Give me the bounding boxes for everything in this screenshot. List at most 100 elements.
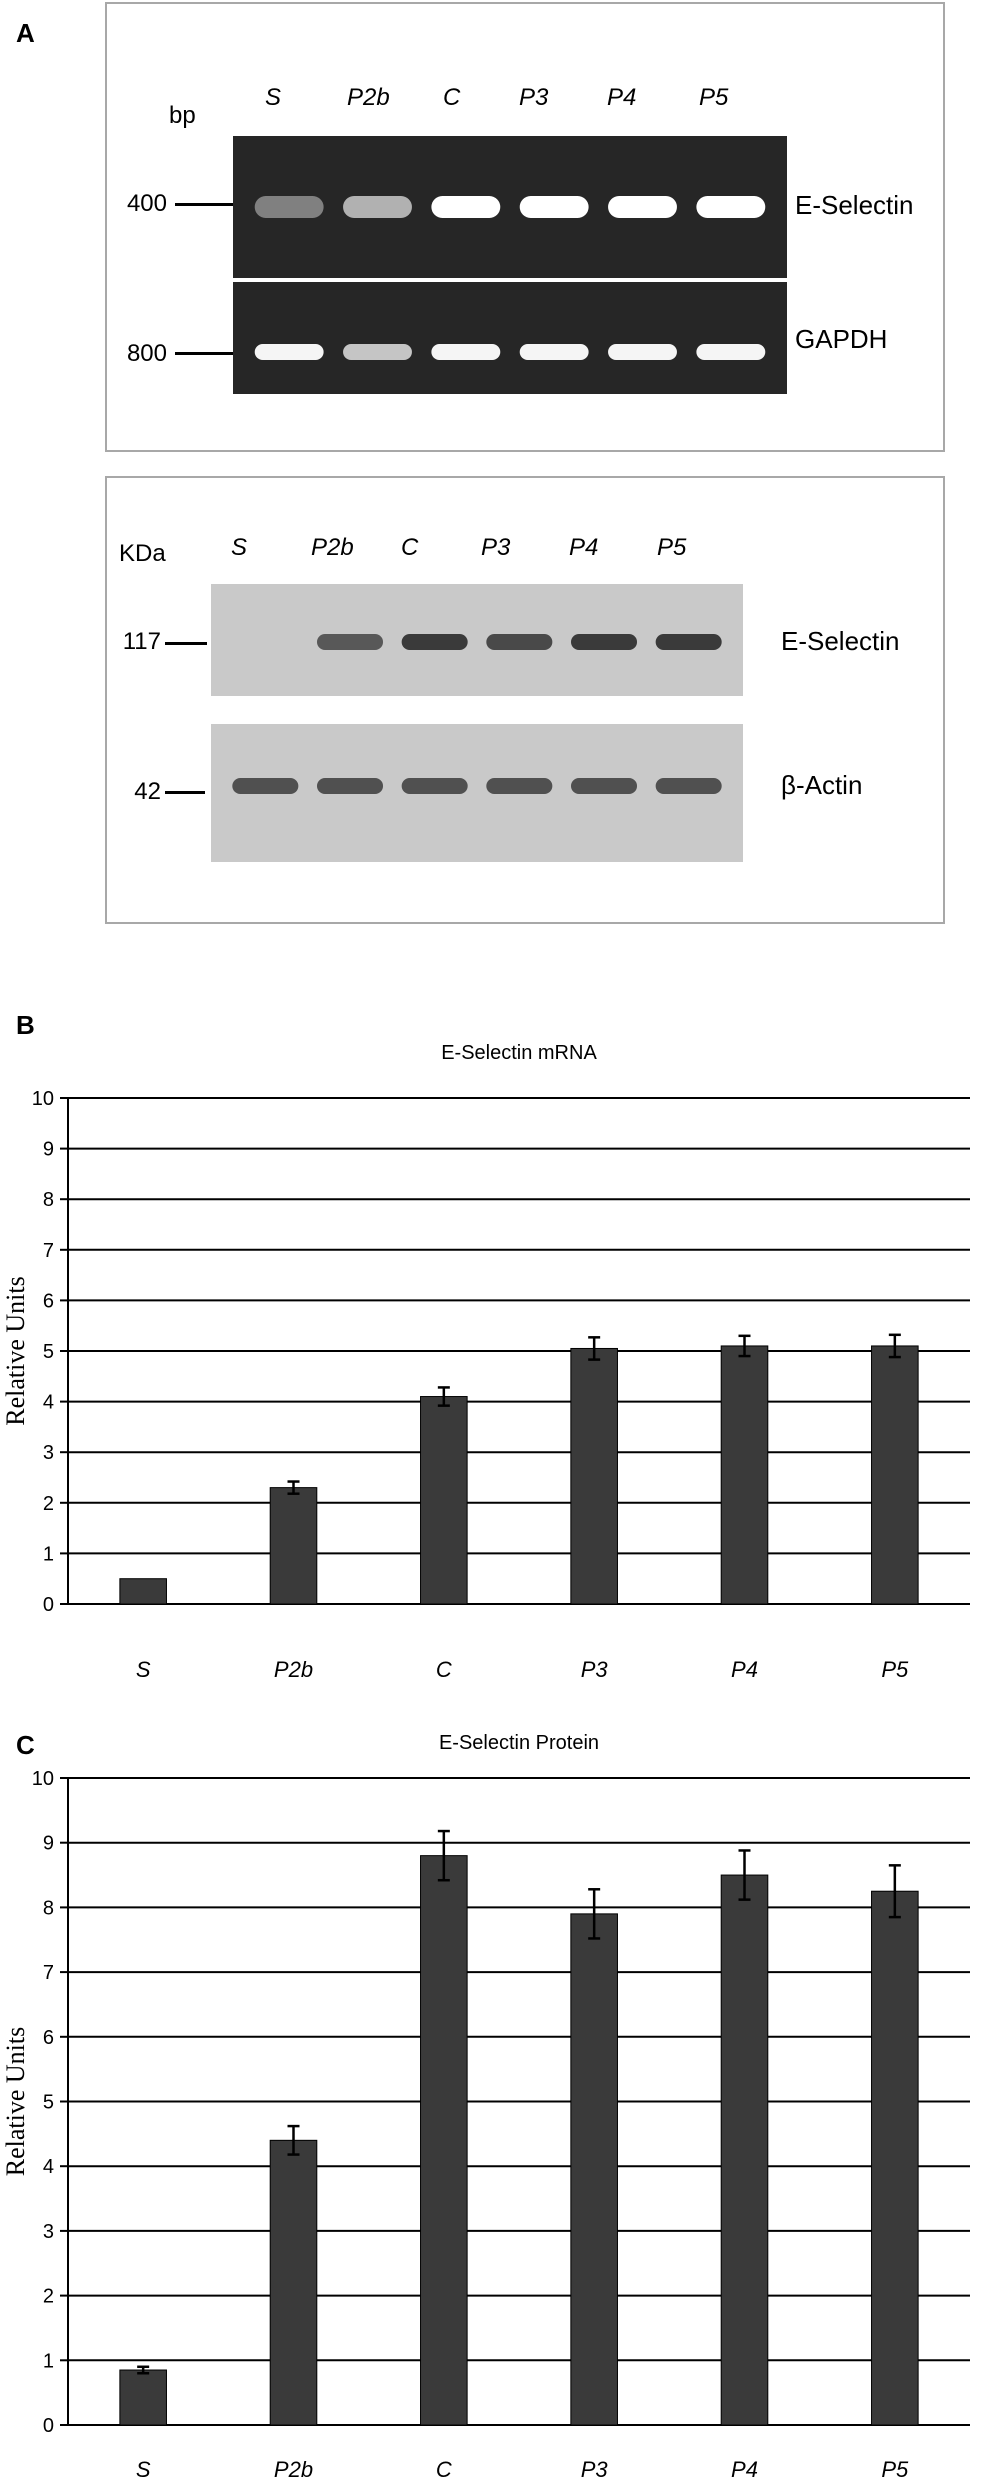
y-tick-label: 5 [43, 1341, 54, 1363]
bar [720, 1874, 769, 2426]
x-tick-label: P4 [731, 2457, 758, 2482]
bar [420, 1396, 468, 1605]
x-tick-label: P2b [274, 2457, 313, 2482]
blot-band [401, 778, 468, 794]
panel-c-label: C [16, 1730, 35, 1760]
western-strip-eselectin [211, 584, 743, 696]
western-marker-42: 42 [134, 778, 161, 805]
y-axis-label: Relative Units [1, 2027, 30, 2176]
rtpcr-gel-box: bp S P2b C P3 P4 P5 400 800 E-Selectin G… [105, 2, 945, 452]
chart-protein: E-Selectin Protein 0 1 2 3 4 5 6 7 8 9 10 Relative U… [0, 1730, 1006, 2483]
rtpcr-row-name-gapdh: GAPDH [795, 324, 888, 354]
x-tick-label: C [436, 1657, 452, 1682]
bar [119, 2369, 167, 2426]
x-tick-label: P3 [581, 2457, 609, 2482]
western-lane-label: S [231, 534, 248, 561]
rtpcr-marker-400: 400 [126, 190, 167, 217]
blot-band [254, 196, 324, 218]
rtpcr-row-name-eselectin: E-Selectin [795, 190, 914, 220]
bar [570, 1913, 618, 2426]
y-tick-label: 2 [43, 2286, 54, 2308]
y-tick-label: 6 [43, 1290, 54, 1312]
chart-title: E-Selectin Protein [439, 1732, 599, 1754]
western-blot-box: KDa S P2b C P3 P4 P5 117 42 E-Selectin β… [105, 476, 945, 924]
bar [570, 1347, 618, 1605]
y-tick-label: 8 [43, 1189, 54, 1211]
blot-background [211, 584, 743, 696]
x-tick-label: C [436, 2457, 452, 2482]
x-tick-label: P5 [881, 2457, 909, 2482]
y-tick-label: 1 [43, 1543, 54, 1565]
blot-band [655, 634, 722, 650]
blot-band [343, 344, 412, 360]
blot-band [519, 344, 589, 360]
y-tick-label: 3 [43, 2221, 54, 2243]
y-tick-label: 5 [43, 2092, 54, 2114]
y-tick-label: 4 [43, 1392, 54, 1414]
western-lane-label: P2b [311, 534, 354, 561]
panel-b-label: B [16, 1010, 35, 1040]
y-tick-label: 0 [43, 1594, 54, 1616]
x-tick-label: P2b [274, 1657, 313, 1682]
western-lane-label: P4 [569, 534, 599, 561]
x-tick-label: S [136, 2457, 151, 2482]
bar [420, 1855, 468, 2426]
y-tick-label: 7 [43, 1962, 54, 1984]
western-row-name-actin: β-Actin [781, 770, 863, 800]
y-tick-label: 0 [43, 2415, 54, 2437]
rtpcr-marker-tick [175, 203, 233, 206]
western-lane-label: C [401, 534, 419, 561]
western-marker-117: 117 [122, 628, 161, 655]
blot-band [431, 196, 501, 218]
bar [119, 1578, 167, 1605]
rtpcr-marker-tick [175, 352, 233, 355]
chart-mrna: E-Selectin mRNA 0 1 2 3 4 5 6 7 8 9 10 Relative Unit… [0, 1000, 1006, 1710]
rtpcr-lane-label: P2b [347, 84, 390, 111]
blot-band [316, 778, 384, 794]
blot-band [696, 196, 766, 218]
rtpcr-lane-label: P4 [607, 84, 637, 111]
y-tick-label: 2 [43, 1493, 54, 1515]
blot-band [343, 196, 412, 218]
blot-band [401, 634, 468, 650]
y-tick-label: 10 [32, 1768, 54, 1790]
bar [871, 1345, 919, 1605]
x-tick-label: P4 [731, 1657, 758, 1682]
y-tick-label: 9 [43, 1833, 54, 1855]
blot-band [431, 344, 501, 360]
rtpcr-strip-gapdh [233, 282, 787, 394]
blot-band [570, 634, 638, 650]
blot-band [232, 778, 299, 794]
western-marker-tick [165, 791, 205, 794]
blot-band [608, 344, 677, 360]
y-tick-label: 7 [43, 1240, 54, 1262]
y-tick-label: 1 [43, 2350, 54, 2372]
blot-band [608, 196, 677, 218]
blot-band [486, 634, 553, 650]
blot-band [655, 778, 722, 794]
y-tick-label: 4 [43, 2156, 54, 2178]
y-tick-label: 8 [43, 1897, 54, 1919]
blot-band [570, 778, 638, 794]
rtpcr-lane-label: C [443, 84, 461, 111]
rtpcr-lane-label: S [265, 84, 282, 111]
western-marker-tick [165, 642, 207, 645]
blot-background [233, 282, 787, 394]
western-unit-label: KDa [119, 540, 166, 567]
bar [720, 1345, 769, 1605]
blot-background [211, 724, 743, 862]
bar [871, 1890, 919, 2426]
y-tick-label: 3 [43, 1442, 54, 1464]
x-tick-label: P5 [881, 1657, 909, 1682]
panel-a-label: A [16, 18, 35, 48]
chart-title: E-Selectin mRNA [441, 1042, 597, 1064]
y-tick-label: 10 [32, 1088, 54, 1110]
blot-band [519, 196, 589, 218]
blot-band [254, 344, 324, 360]
western-lane-label: P3 [481, 534, 511, 561]
blot-band [696, 344, 766, 360]
blot-band [486, 778, 553, 794]
western-lane-label: P5 [657, 534, 687, 561]
rtpcr-strip-eselectin [233, 136, 787, 278]
bar [269, 2139, 318, 2426]
